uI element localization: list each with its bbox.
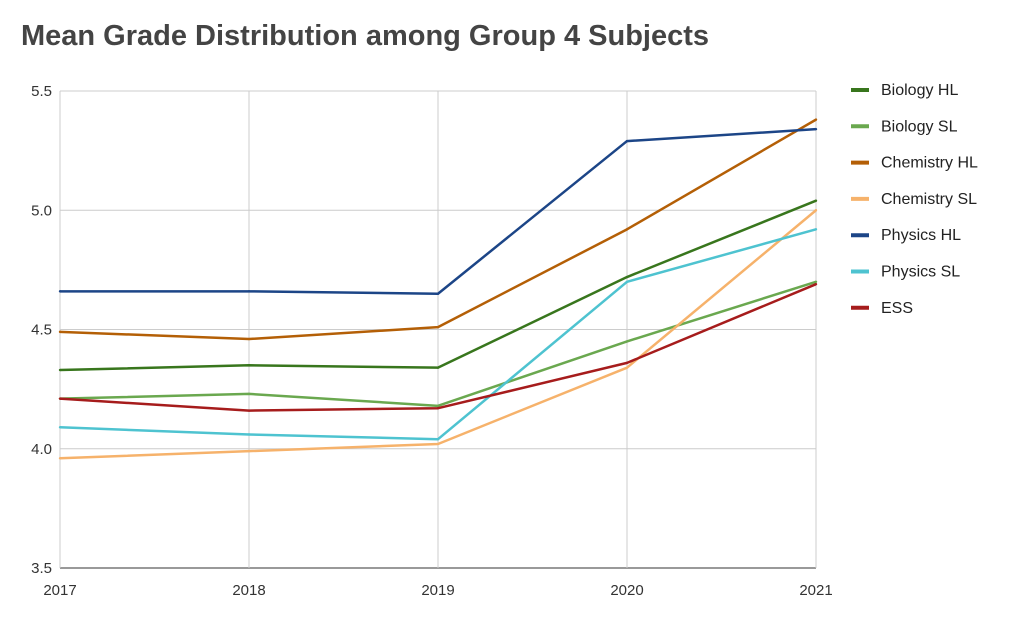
- data-point-physics-hl: [814, 127, 818, 131]
- legend-label-physics-hl: Physics HL: [881, 227, 961, 244]
- x-tick-label: 2021: [799, 582, 832, 599]
- x-tick-label: 2017: [43, 582, 76, 599]
- data-point-chemistry-sl: [625, 366, 629, 369]
- x-tick-label: 2019: [421, 582, 454, 599]
- chart-title: Mean Grade Distribution among Group 4 Su…: [21, 20, 710, 52]
- data-point-chemistry-sl: [247, 449, 251, 453]
- data-point-biology-sl: [436, 404, 440, 408]
- legend: Biology HL Biology SL Chemistry HL Chemistr…: [851, 82, 978, 317]
- data-point-chemistry-sl: [58, 457, 62, 460]
- data-point-biology-hl: [247, 364, 251, 367]
- data-point-biology-sl: [247, 392, 251, 396]
- data-point-biology-sl: [625, 340, 629, 343]
- data-point-ess: [436, 407, 440, 410]
- data-point-biology-hl: [814, 199, 818, 202]
- data-point-ess: [625, 361, 629, 365]
- x-tick-label: 2020: [610, 582, 643, 599]
- data-point-physics-sl: [625, 280, 629, 283]
- y-axis-ticks: 3.5 4.0 4.5 5.0 5.5: [31, 83, 52, 577]
- data-point-physics-sl: [436, 438, 440, 441]
- y-tick-label: 4.0: [31, 441, 52, 458]
- data-point-chemistry-hl: [58, 330, 62, 334]
- x-tick-label: 2018: [232, 582, 265, 599]
- data-point-physics-hl: [247, 290, 251, 293]
- y-tick-label: 3.5: [31, 560, 52, 577]
- data-point-biology-hl: [58, 368, 62, 372]
- y-tick-label: 4.5: [31, 322, 52, 339]
- data-point-chemistry-sl: [436, 442, 440, 446]
- x-axis-ticks: 2017 2018 2019 2020 2021: [43, 582, 832, 599]
- data-point-ess: [814, 282, 818, 286]
- data-point-physics-hl: [625, 139, 629, 143]
- data-point-physics-sl: [58, 426, 62, 429]
- legend-label-chemistry-hl: Chemistry HL: [881, 155, 978, 172]
- data-point-chemistry-hl: [814, 118, 818, 121]
- y-tick-label: 5.0: [31, 202, 52, 219]
- y-tick-label: 5.5: [31, 83, 52, 100]
- legend-label-ess: ESS: [881, 300, 913, 317]
- data-point-ess: [58, 397, 62, 400]
- data-point-biology-hl: [625, 275, 629, 279]
- legend-label-biology-hl: Biology HL: [881, 82, 958, 99]
- data-point-physics-hl: [58, 290, 62, 293]
- legend-label-biology-sl: Biology SL: [881, 118, 958, 135]
- data-point-chemistry-hl: [436, 325, 440, 329]
- series-lines: [58, 118, 818, 460]
- legend-label-physics-sl: Physics SL: [881, 264, 960, 281]
- data-point-biology-sl: [814, 280, 818, 283]
- legend-label-chemistry-sl: Chemistry SL: [881, 191, 977, 208]
- data-point-physics-hl: [436, 292, 440, 295]
- grid-lines: [59, 90, 817, 569]
- data-point-chemistry-sl: [814, 209, 818, 212]
- data-point-chemistry-hl: [247, 337, 251, 341]
- data-point-physics-sl: [247, 433, 251, 436]
- data-point-physics-sl: [814, 228, 818, 231]
- data-point-biology-hl: [436, 366, 440, 369]
- data-point-chemistry-hl: [625, 228, 629, 231]
- data-point-ess: [247, 409, 251, 412]
